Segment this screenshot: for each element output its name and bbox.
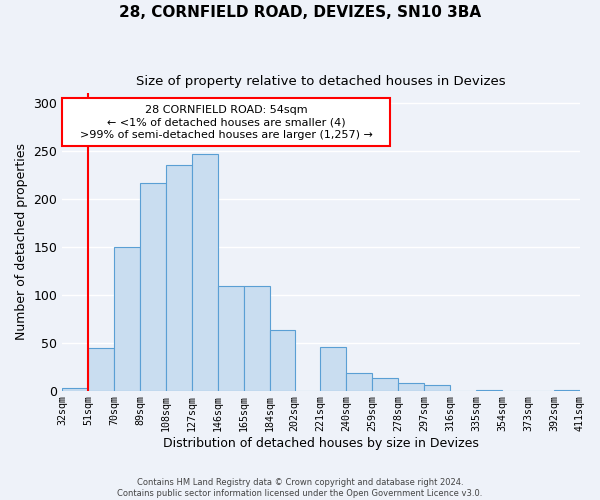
Bar xyxy=(192,154,218,390)
Bar xyxy=(398,383,424,390)
Bar xyxy=(270,330,295,390)
Bar xyxy=(424,385,450,390)
Text: 28, CORNFIELD ROAD, DEVIZES, SN10 3BA: 28, CORNFIELD ROAD, DEVIZES, SN10 3BA xyxy=(119,5,481,20)
Y-axis label: Number of detached properties: Number of detached properties xyxy=(15,144,28,340)
Bar xyxy=(346,374,373,390)
Text: Contains HM Land Registry data © Crown copyright and database right 2024.
Contai: Contains HM Land Registry data © Crown c… xyxy=(118,478,482,498)
Bar xyxy=(166,165,192,390)
Bar xyxy=(140,182,166,390)
Bar xyxy=(244,286,270,391)
Title: Size of property relative to detached houses in Devizes: Size of property relative to detached ho… xyxy=(136,75,506,88)
Text: 28 CORNFIELD ROAD: 54sqm: 28 CORNFIELD ROAD: 54sqm xyxy=(145,104,308,115)
FancyBboxPatch shape xyxy=(62,98,390,146)
Bar xyxy=(218,286,244,391)
Bar xyxy=(62,388,88,390)
X-axis label: Distribution of detached houses by size in Devizes: Distribution of detached houses by size … xyxy=(163,437,479,450)
Bar xyxy=(88,348,114,391)
Text: ← <1% of detached houses are smaller (4): ← <1% of detached houses are smaller (4) xyxy=(107,117,346,127)
Bar xyxy=(320,348,346,391)
Bar xyxy=(114,247,140,390)
Text: >99% of semi-detached houses are larger (1,257) →: >99% of semi-detached houses are larger … xyxy=(80,130,373,140)
Bar xyxy=(373,378,398,390)
